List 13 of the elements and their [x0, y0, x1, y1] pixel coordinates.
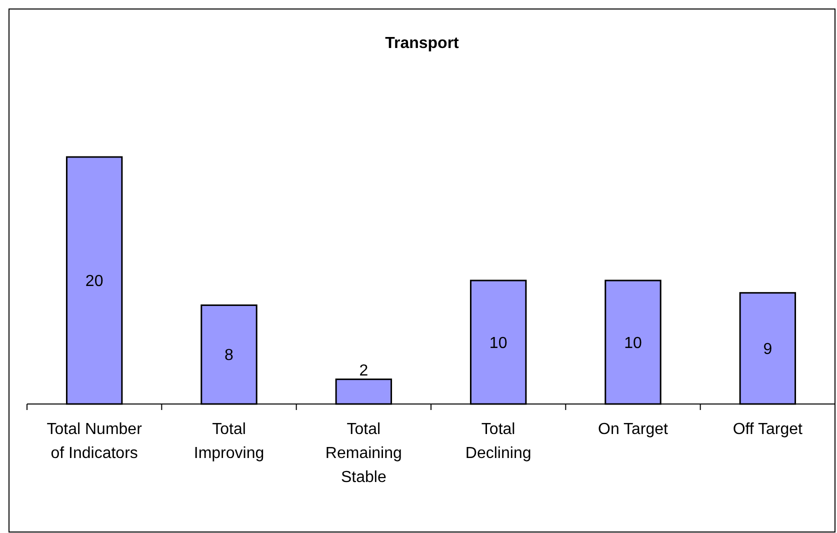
data-label: 10	[624, 334, 642, 352]
x-tick-label: Off Target	[732, 421, 804, 438]
data-label: 9	[763, 341, 772, 358]
data-label: 2	[359, 362, 368, 380]
data-label: 20	[85, 273, 104, 290]
data-label: 8	[224, 347, 234, 364]
data-label: 10	[489, 334, 508, 352]
x-tick-label: On Target	[598, 421, 669, 438]
x-tick-label: Total Remaining Stable	[325, 421, 402, 486]
x-tick-label: Total Number of Indicators	[46, 421, 143, 462]
chart-title: Transport	[385, 35, 460, 52]
x-tick-label: Total Declining	[465, 421, 532, 462]
x-tick-label: Total Improving	[194, 421, 264, 462]
